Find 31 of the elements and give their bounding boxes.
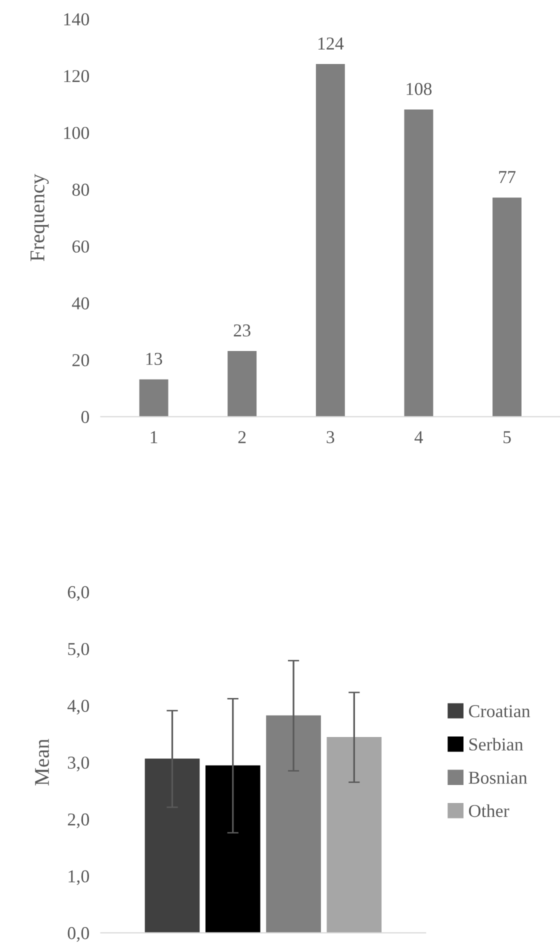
- data-label: 23: [234, 324, 250, 337]
- y-axis-title: Mean: [35, 738, 49, 786]
- legend-label: Bosnian: [468, 772, 528, 784]
- x-tick-label: 3: [326, 431, 334, 444]
- y-tick-label: 140: [64, 13, 89, 26]
- legend-label: Other: [468, 804, 510, 818]
- x-tick-label: 1: [150, 431, 158, 444]
- y-tick-label: 80: [72, 184, 89, 196]
- x-tick-label: 2: [238, 431, 246, 444]
- y-tick-label: 120: [64, 70, 89, 82]
- y-tick-label: 3,0: [68, 756, 89, 772]
- data-label: 77: [499, 171, 516, 183]
- y-tick-label: 20: [72, 354, 89, 366]
- x-tick-label: 4: [414, 431, 423, 444]
- legend-label: Serbian: [469, 738, 524, 751]
- data-label: 124: [318, 37, 344, 50]
- y-tick-label: 2,0: [68, 813, 89, 828]
- y-tick-label: 40: [72, 297, 89, 310]
- y-tick-label: 100: [64, 126, 89, 140]
- legend-label: Croatian: [468, 705, 530, 718]
- y-tick-label: 60: [72, 240, 89, 253]
- x-tick-label: 5: [504, 431, 511, 444]
- y-tick-label: 6,0: [68, 586, 89, 601]
- y-tick-label: 0: [81, 410, 89, 424]
- y-axis-title: Frequency: [30, 174, 49, 262]
- data-label: 13: [146, 352, 162, 365]
- data-label: 108: [406, 82, 432, 96]
- y-tick-label: 4,0: [67, 700, 89, 715]
- y-tick-label: 1,0: [68, 870, 89, 886]
- y-tick-label: 5,0: [68, 642, 89, 658]
- y-tick-label: 0,0: [68, 927, 89, 942]
